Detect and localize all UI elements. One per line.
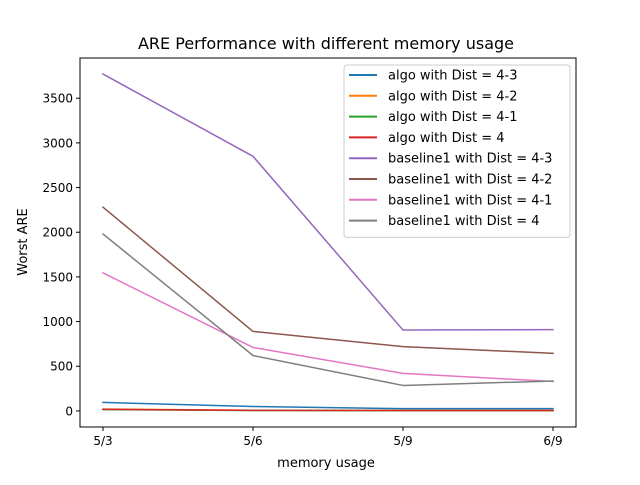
x-tick-label-2: 5/9: [393, 434, 412, 448]
legend-label-3: algo with Dist = 4: [388, 131, 505, 146]
x-tick-label-0: 5/3: [93, 434, 112, 448]
y-tick-label-5: 2500: [42, 181, 73, 195]
legend-label-7: baseline1 with Dist = 4: [388, 214, 540, 229]
series-line-7: [101, 232, 554, 387]
y-tick-label-4: 2000: [42, 226, 73, 240]
series-line-4: [101, 73, 554, 331]
y-axis-label: Worst ARE: [16, 208, 31, 276]
axes: 0 500 1000 1500 2000 2500 3000 3500 5/3 5/6 5/9 6/9: [42, 57, 577, 448]
legend-label-2: algo with Dist = 4-1: [388, 110, 518, 125]
y-tick-label-1: 500: [50, 360, 73, 374]
y-tick-label-2: 1000: [42, 315, 73, 329]
legend-label-1: algo with Dist = 4-2: [388, 89, 518, 104]
y-tick-label-0: 0: [65, 404, 73, 418]
legend-label-4: baseline1 with Dist = 4-3: [388, 152, 552, 167]
plot-frame: [79, 57, 577, 428]
legend: algo with Dist = 4-3 algo with Dist = 4-2…: [343, 64, 571, 238]
x-tick-label-1: 5/6: [243, 434, 262, 448]
x-tick-label-3: 6/9: [543, 434, 562, 448]
legend-label-0: algo with Dist = 4-3: [388, 69, 518, 84]
y-tick-label-6: 3000: [42, 136, 73, 150]
series-line-3: [102, 408, 554, 412]
legend-label-5: baseline1 with Dist = 4-2: [388, 173, 552, 188]
series-line-5: [101, 206, 554, 355]
y-tick-label-3: 1500: [42, 270, 73, 284]
series-line-0: [102, 401, 554, 410]
legend-label-6: baseline1 with Dist = 4-1: [388, 193, 552, 208]
series-line-6: [101, 271, 554, 383]
x-axis-label: memory usage: [277, 456, 375, 471]
legend-box: [343, 64, 571, 238]
plot-lines: [101, 73, 554, 412]
y-tick-label-7: 3500: [42, 92, 73, 106]
chart-title: ARE Performance with different memory us…: [138, 34, 514, 53]
